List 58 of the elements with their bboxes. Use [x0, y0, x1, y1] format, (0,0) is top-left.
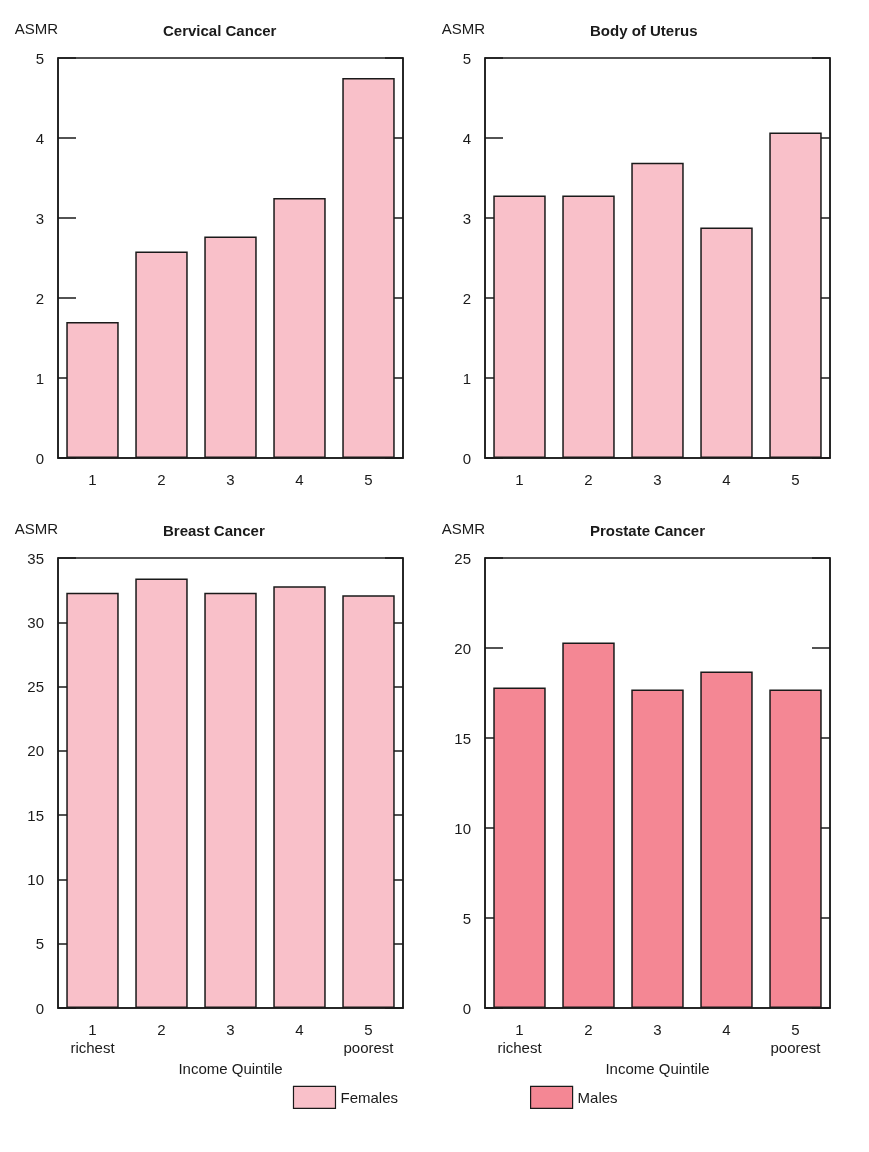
- x-tick-label: 4: [295, 470, 304, 488]
- chart-title: Cervical Cancer: [163, 22, 277, 39]
- y-tick-label: 1: [35, 369, 44, 387]
- x-tick-label: 5 poorest: [770, 1020, 822, 1056]
- x-tick-label: 1: [515, 470, 524, 488]
- x-axis-title: Income Quintile: [178, 1059, 283, 1077]
- legend-label: Males: [577, 1088, 618, 1106]
- y-tick-label: 0: [35, 449, 44, 467]
- x-tick-label: 3: [653, 1020, 662, 1038]
- x-tick-label: 4: [722, 470, 731, 488]
- y-tick-label: 5: [462, 49, 471, 67]
- y-tick-label: 0: [462, 999, 471, 1017]
- y-tick-label: 15: [454, 729, 471, 747]
- y-axis-title: ASMR: [14, 520, 59, 537]
- x-tick-label: 1 richest: [497, 1020, 543, 1056]
- y-tick-label: 30: [27, 613, 44, 631]
- x-tick-label: 4: [295, 1020, 304, 1038]
- y-tick-label: 0: [462, 449, 471, 467]
- chart-title: Body of Uterus: [590, 22, 698, 39]
- y-tick-label: 35: [27, 549, 44, 567]
- x-tick-label: 3: [226, 470, 235, 488]
- x-tick-label: 2: [157, 470, 166, 488]
- y-tick-label: 2: [462, 289, 471, 307]
- x-axis-title: Income Quintile: [605, 1059, 710, 1077]
- y-tick-label: 3: [35, 209, 44, 227]
- x-tick-label: 1: [88, 470, 97, 488]
- chart-title: Prostate Cancer: [590, 522, 706, 539]
- y-tick-label: 20: [27, 742, 44, 760]
- y-tick-label: 5: [462, 909, 471, 927]
- y-tick-label: 1: [462, 369, 471, 387]
- y-tick-label: 0: [35, 999, 44, 1017]
- x-tick-label: 3: [653, 470, 662, 488]
- legend-label: Females: [340, 1088, 399, 1106]
- x-tick-label: 5 poorest: [343, 1020, 395, 1056]
- chart-title: Breast Cancer: [163, 522, 265, 539]
- y-tick-label: 2: [35, 289, 44, 307]
- y-tick-label: 4: [462, 129, 471, 147]
- y-tick-label: 5: [35, 49, 44, 67]
- y-tick-label: 25: [27, 678, 44, 696]
- y-tick-label: 3: [462, 209, 471, 227]
- y-tick-label: 10: [454, 819, 471, 837]
- y-axis-title: ASMR: [441, 520, 486, 537]
- x-tick-label: 2: [584, 1020, 593, 1038]
- y-tick-label: 20: [454, 639, 471, 657]
- y-tick-label: 5: [35, 935, 44, 953]
- y-axis-title: ASMR: [441, 20, 486, 37]
- y-tick-label: 10: [27, 870, 44, 888]
- x-tick-label: 1 richest: [70, 1020, 116, 1056]
- x-tick-label: 3: [226, 1020, 235, 1038]
- y-axis-title: ASMR: [14, 20, 59, 37]
- x-tick-label: 5: [791, 470, 800, 488]
- y-tick-label: 25: [454, 549, 471, 567]
- x-tick-label: 5: [364, 470, 373, 488]
- x-tick-label: 4: [722, 1020, 731, 1038]
- x-tick-label: 2: [157, 1020, 166, 1038]
- x-tick-label: 2: [584, 470, 593, 488]
- y-tick-label: 15: [27, 806, 44, 824]
- y-tick-label: 4: [35, 129, 44, 147]
